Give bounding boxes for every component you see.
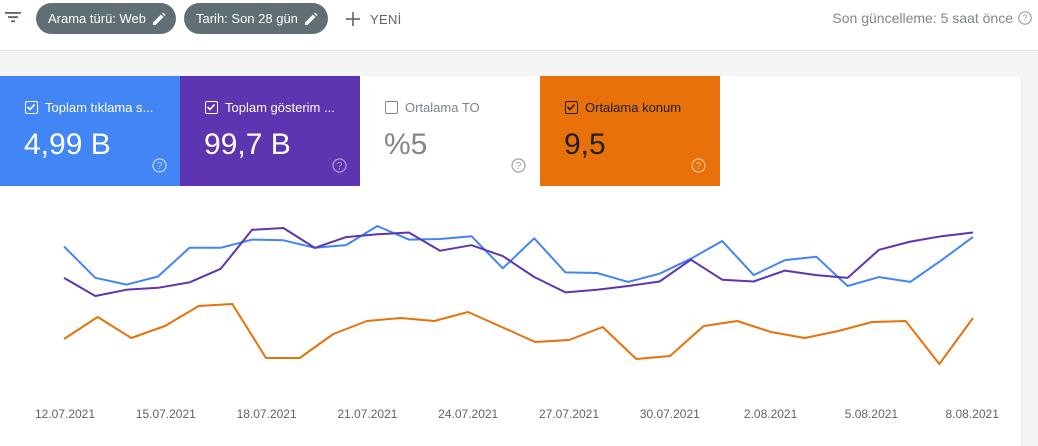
- x-tick-label: 8.08.2021: [946, 407, 1000, 421]
- metric-tile-clicks[interactable]: Toplam tıklama s... 4,99 B: [0, 76, 180, 186]
- svg-text:?: ?: [516, 161, 522, 172]
- help-icon[interactable]: ?: [152, 158, 167, 173]
- x-tick-label: 12.07.2021: [35, 407, 95, 421]
- x-tick-label: 18.07.2021: [237, 407, 297, 421]
- last-updated-status: Son güncelleme: 5 saat önce ?: [832, 10, 1032, 26]
- metric-label-text: Ortalama konum: [585, 100, 682, 115]
- checkbox-unchecked-icon[interactable]: [385, 101, 398, 114]
- search-type-chip[interactable]: Arama türü: Web: [36, 3, 176, 34]
- metric-value: 4,99 B: [24, 128, 111, 161]
- help-icon[interactable]: ?: [691, 158, 706, 173]
- help-icon[interactable]: ?: [332, 158, 347, 173]
- metric-value: %5: [384, 128, 428, 161]
- series-line-0: [63, 225, 974, 287]
- x-tick-label: 5.08.2021: [845, 407, 899, 421]
- new-filter-button[interactable]: YENİ: [346, 8, 402, 30]
- date-range-chip-label: Tarih: Son 28 gün: [196, 11, 298, 26]
- svg-text:?: ?: [157, 161, 163, 172]
- last-updated-text: Son güncelleme: 5 saat önce: [832, 10, 1013, 26]
- header-divider: [0, 50, 1038, 51]
- svg-text:?: ?: [337, 161, 343, 172]
- new-filter-label: YENİ: [370, 11, 402, 27]
- plus-icon: [346, 12, 360, 26]
- series-line-2: [63, 303, 974, 365]
- metric-label-text: Toplam gösterim ...: [225, 100, 335, 115]
- date-range-chip[interactable]: Tarih: Son 28 gün: [184, 3, 328, 34]
- edit-pencil-icon: [305, 12, 318, 25]
- x-tick-label: 30.07.2021: [640, 407, 700, 421]
- metric-label-text: Toplam tıklama s...: [45, 100, 154, 115]
- svg-text:?: ?: [696, 161, 702, 172]
- checkbox-checked-icon[interactable]: [205, 101, 218, 114]
- metric-label: Ortalama TO: [385, 100, 480, 115]
- metric-tile-ctr[interactable]: Ortalama TO %5: [360, 76, 540, 186]
- metric-label: Toplam gösterim ...: [205, 100, 335, 115]
- metric-tile-position[interactable]: Ortalama konum 9,5: [540, 76, 720, 186]
- metric-value: 99,7 B: [204, 128, 291, 161]
- series-line-1: [63, 227, 974, 297]
- metric-tile-impressions[interactable]: Toplam gösterim ... 99,7 B: [180, 76, 360, 186]
- x-tick-label: 15.07.2021: [136, 407, 196, 421]
- help-icon[interactable]: ?: [511, 158, 526, 173]
- help-icon[interactable]: ?: [1018, 11, 1032, 25]
- x-tick-label: 24.07.2021: [438, 407, 498, 421]
- svg-text:?: ?: [1022, 13, 1027, 23]
- metric-label: Ortalama konum: [565, 100, 681, 115]
- metric-label: Toplam tıklama s...: [25, 100, 153, 115]
- performance-line-chart: 12.07.2021 15.07.2021 18.07.2021 21.07.2021…: [35, 225, 1000, 421]
- metric-value: 9,5: [564, 128, 606, 161]
- edit-pencil-icon: [153, 12, 166, 25]
- search-type-chip-label: Arama türü: Web: [48, 11, 147, 26]
- x-tick-label: 2.08.2021: [744, 407, 798, 421]
- filter-bar: Arama türü: Web Tarih: Son 28 gün YENİ S…: [0, 0, 1038, 40]
- x-tick-label: 27.07.2021: [539, 407, 599, 421]
- checkbox-checked-icon[interactable]: [565, 101, 578, 114]
- checkbox-checked-icon[interactable]: [25, 101, 38, 114]
- filter-icon[interactable]: [4, 8, 22, 26]
- x-tick-label: 21.07.2021: [337, 407, 397, 421]
- metric-label-text: Ortalama TO: [405, 100, 480, 115]
